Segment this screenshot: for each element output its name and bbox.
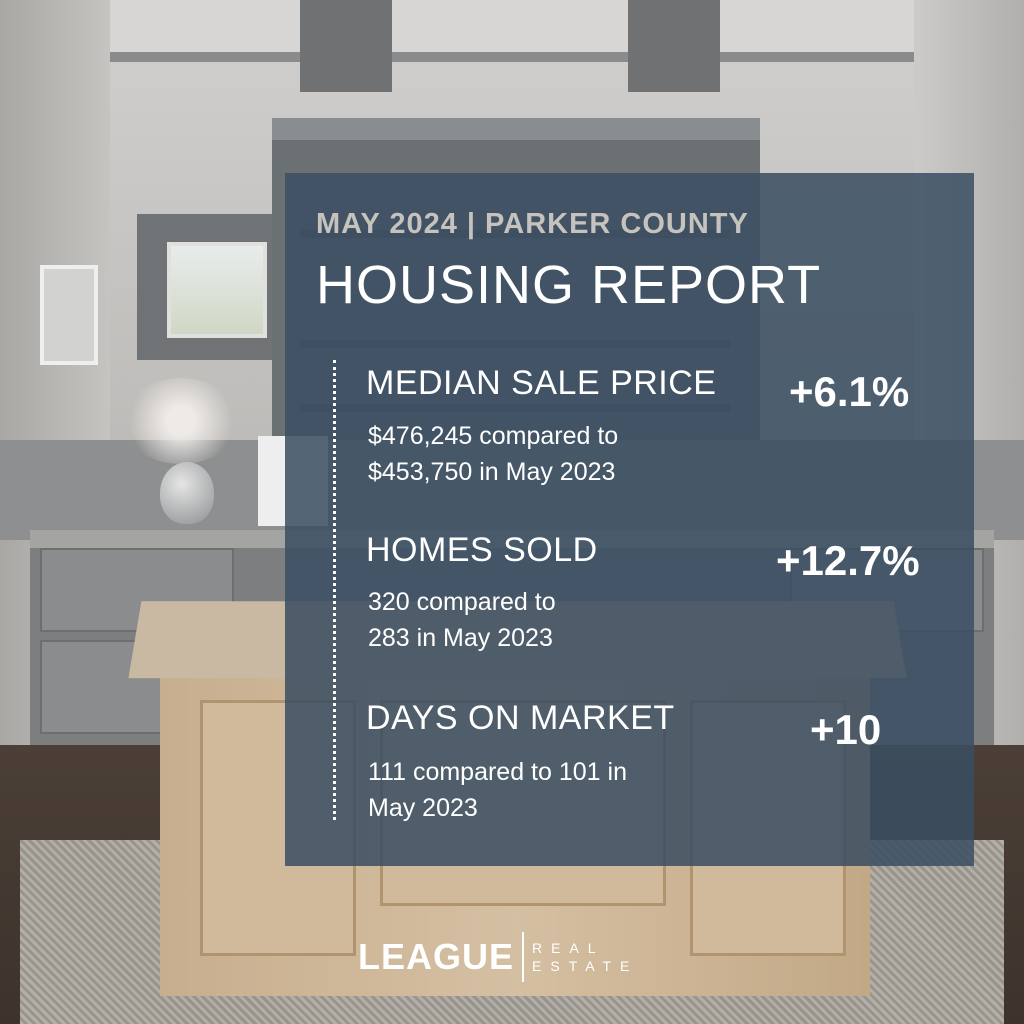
window	[137, 214, 282, 360]
logo-subtext-line: ESTATE	[532, 958, 639, 974]
stat-change-days-on-market: +10	[810, 706, 882, 753]
logo-subtext: REAL ESTATE	[532, 939, 638, 975]
stat-detail-homes-sold: 320 compared to 283 in May 2023	[368, 584, 748, 656]
dotted-divider	[333, 360, 336, 820]
report-title: HOUSING REPORT	[316, 255, 822, 315]
stat-detail-median-sale-price: $476,245 compared to $453,750 in May 202…	[368, 418, 748, 490]
flower-arrangement	[122, 378, 240, 464]
ceiling-beam	[628, 0, 720, 92]
ceiling-beam	[300, 0, 392, 92]
logo-wordmark: LEAGUE	[358, 936, 515, 977]
stat-detail-line: 320 compared to	[368, 588, 556, 616]
logo-divider	[522, 932, 525, 982]
logo-subtext-line: REAL	[532, 940, 605, 956]
stat-detail-days-on-market: 111 compared to 101 in May 2023	[368, 754, 748, 826]
ceiling-trim	[110, 52, 914, 62]
ceiling	[0, 0, 1024, 60]
stat-detail-line: 111 compared to 101 in	[368, 758, 627, 786]
vase	[160, 462, 214, 524]
stat-detail-line: May 2023	[368, 794, 478, 822]
wall-picture-frame	[40, 265, 98, 365]
stat-detail-line: 283 in May 2023	[368, 624, 553, 652]
brand-logo: LEAGUE REAL ESTATE	[358, 932, 638, 982]
stat-label-median-sale-price: MEDIAN SALE PRICE	[366, 364, 717, 402]
stat-detail-line: $476,245 compared to	[368, 422, 619, 450]
stat-change-homes-sold: +12.7%	[776, 537, 920, 584]
stat-change-median-sale-price: +6.1%	[789, 368, 910, 415]
report-card	[285, 173, 974, 866]
stat-detail-line: $453,750 in May 2023	[368, 458, 616, 486]
window-pane	[167, 242, 267, 338]
report-eyebrow: MAY 2024 | PARKER COUNTY	[316, 208, 749, 240]
stat-label-homes-sold: HOMES SOLD	[366, 531, 598, 569]
stat-label-days-on-market: DAYS ON MARKET	[366, 699, 675, 737]
